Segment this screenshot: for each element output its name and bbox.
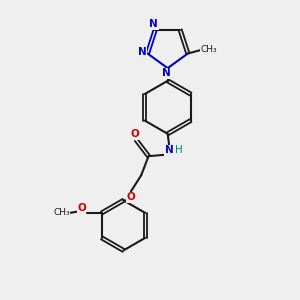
Text: N: N — [162, 68, 171, 78]
Text: N: N — [138, 47, 147, 57]
Text: O: O — [126, 192, 135, 203]
Text: N: N — [149, 20, 158, 29]
Text: O: O — [130, 129, 140, 139]
Text: O: O — [77, 202, 86, 213]
Text: CH₃: CH₃ — [53, 208, 70, 217]
Text: CH₃: CH₃ — [200, 46, 217, 55]
Text: H: H — [175, 145, 182, 155]
Text: N: N — [165, 145, 173, 155]
